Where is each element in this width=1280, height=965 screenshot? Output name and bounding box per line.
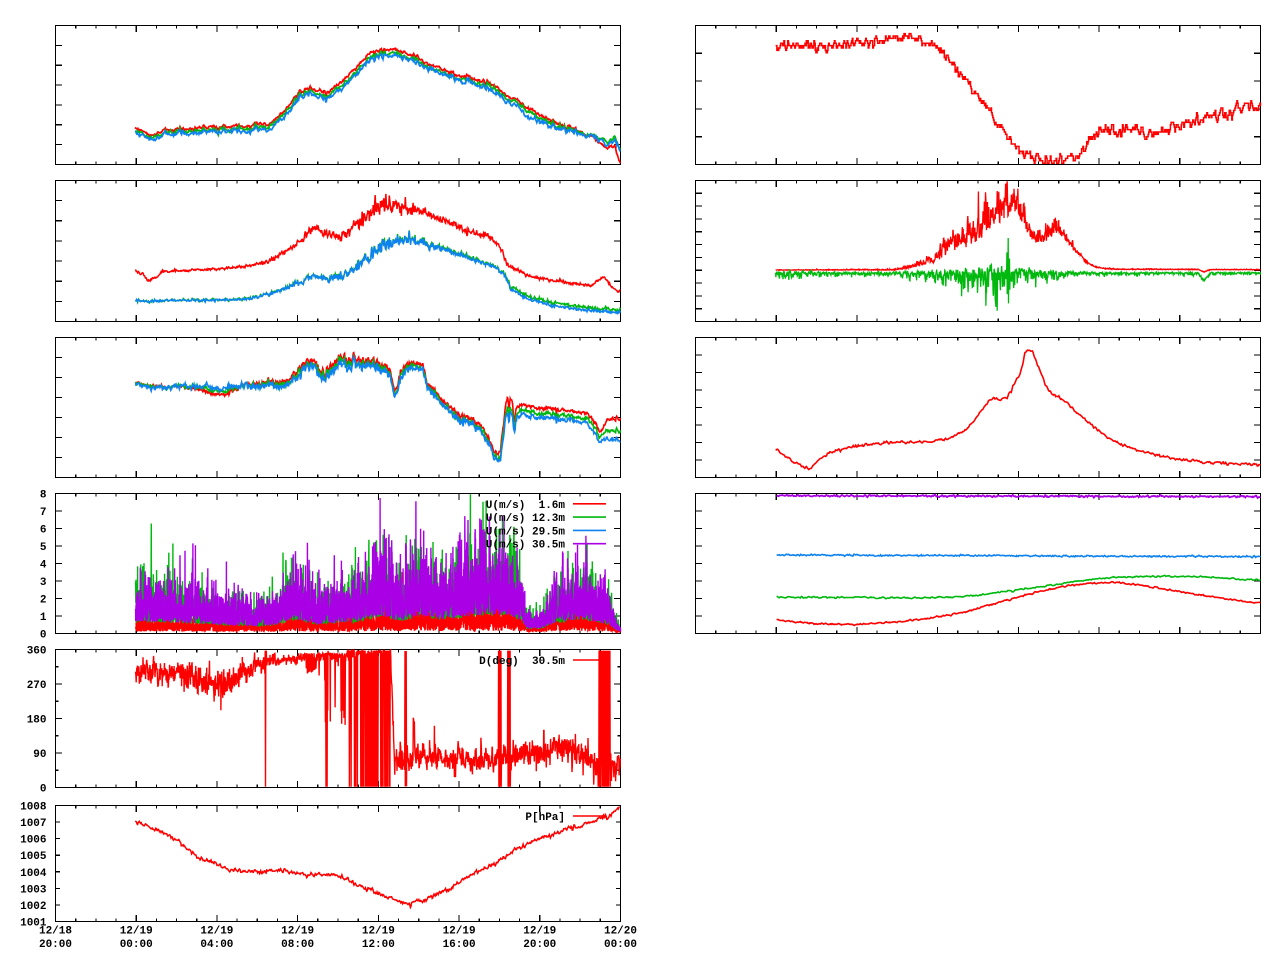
svg-text:08:00: 08:00: [281, 939, 314, 951]
svg-text:20:00: 20:00: [523, 939, 556, 951]
svg-text:1001: 1001: [20, 918, 47, 930]
svg-text:12/19: 12/19: [120, 926, 153, 938]
svg-text:3: 3: [40, 577, 47, 589]
svg-text:12/19: 12/19: [523, 926, 556, 938]
svg-text:20:00: 20:00: [39, 939, 72, 951]
svg-text:8: 8: [40, 490, 47, 502]
svg-text:12:00: 12:00: [362, 939, 395, 951]
svg-text:6: 6: [40, 525, 47, 537]
svg-text:12/18: 12/18: [39, 926, 72, 938]
svg-text:12/19: 12/19: [200, 926, 233, 938]
svg-text:1006: 1006: [20, 835, 46, 847]
svg-text:2: 2: [40, 595, 47, 607]
svg-text:0: 0: [40, 784, 47, 796]
svg-text:1004: 1004: [20, 868, 47, 880]
svg-text:00:00: 00:00: [120, 939, 153, 951]
svg-text:4: 4: [40, 560, 47, 572]
svg-text:P[hPa]: P[hPa]: [525, 812, 565, 824]
svg-text:12/20: 12/20: [604, 926, 637, 938]
svg-text:U(m/s) 30.5m: U(m/s) 30.5m: [486, 540, 566, 552]
svg-text:1003: 1003: [20, 884, 47, 896]
svg-text:12/19: 12/19: [362, 926, 395, 938]
svg-text:D(deg) 30.5m: D(deg) 30.5m: [479, 656, 565, 668]
svg-text:U(m/s) 29.5m: U(m/s) 29.5m: [486, 526, 566, 538]
svg-text:7: 7: [40, 507, 47, 519]
svg-text:U(m/s) 1.6m: U(m/s) 1.6m: [486, 500, 566, 512]
svg-text:5: 5: [40, 542, 47, 554]
svg-text:1008: 1008: [20, 802, 47, 814]
svg-text:12/19: 12/19: [443, 926, 476, 938]
svg-text:0: 0: [40, 630, 47, 642]
svg-text:1002: 1002: [20, 901, 46, 913]
svg-text:1005: 1005: [20, 851, 47, 863]
svg-text:360: 360: [27, 646, 47, 658]
svg-text:16:00: 16:00: [443, 939, 476, 951]
svg-text:90: 90: [33, 749, 46, 761]
svg-text:U(m/s) 12.3m: U(m/s) 12.3m: [486, 513, 566, 525]
svg-text:1007: 1007: [20, 818, 46, 830]
svg-text:1: 1: [40, 612, 47, 624]
svg-text:04:00: 04:00: [200, 939, 233, 951]
svg-text:12/19: 12/19: [281, 926, 314, 938]
svg-text:270: 270: [27, 680, 47, 692]
svg-text:180: 180: [27, 715, 47, 727]
svg-text:00:00: 00:00: [604, 939, 637, 951]
